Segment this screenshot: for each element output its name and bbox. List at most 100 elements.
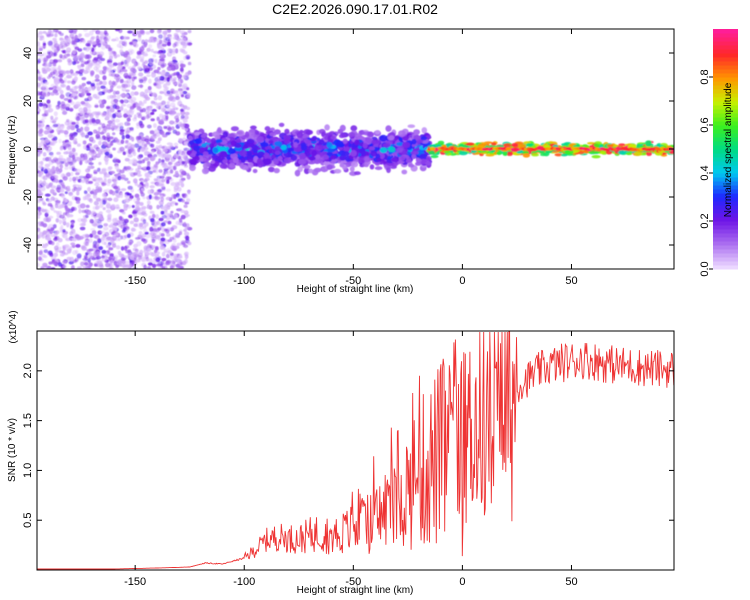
spectrogram-cell-3622 — [308, 168, 314, 174]
spectrogram-cell-2291 — [120, 257, 126, 261]
spectrogram-cell-1859 — [144, 43, 148, 48]
spectrogram-cell-889 — [40, 266, 45, 269]
spectrogram-cell-2207 — [175, 259, 181, 263]
spectrogram-cell-1754 — [82, 257, 88, 262]
colorbar-cell-7 — [713, 237, 738, 242]
spectrogram-cell-359 — [145, 31, 151, 35]
spectrogram-cell-2300 — [96, 243, 100, 248]
spectrogram-cell-351 — [147, 86, 152, 91]
spectrogram-cell-1035 — [90, 70, 95, 76]
spectrogram-cell-2170 — [70, 206, 75, 212]
spectrogram-cell-1974 — [130, 144, 136, 149]
spectrogram-cell-2065 — [66, 157, 71, 162]
spectrogram-cell-902 — [53, 118, 57, 122]
spectrogram-cell-3976 — [192, 155, 200, 162]
spectrogram-cell-1361 — [62, 50, 67, 54]
spectrogram-cell-1285 — [72, 132, 78, 135]
spectrogram-cell-2454 — [83, 254, 88, 259]
spectrogram-cell-2191 — [179, 90, 183, 95]
spectrogram-cell-804 — [37, 256, 43, 261]
spectrogram-cell-1863 — [150, 100, 156, 104]
spectrogram-cell-4046 — [364, 156, 370, 163]
spectrogram-cell-437 — [98, 140, 102, 146]
spectrogram-cell-1092 — [129, 262, 133, 267]
spectrogram-cell-1782 — [136, 106, 141, 111]
spectrogram-cell-2439 — [160, 196, 165, 202]
spectrogram-cell-2464 — [97, 91, 103, 97]
spectrogram-cell-1654 — [127, 185, 133, 190]
spectrogram-cell-2299 — [187, 241, 192, 246]
spectrogram-cell-4052 — [219, 150, 227, 156]
spectrogram-cell-1155 — [150, 118, 155, 122]
spectrogram-cell-4018 — [244, 131, 250, 138]
spectrogram-cell-2587 — [37, 85, 41, 89]
spectrogram-cell-1533 — [146, 47, 151, 52]
spectrogram-cell-2408 — [125, 89, 130, 93]
spectrogram-cell-1908 — [121, 103, 127, 107]
spectrogram-cell-2490 — [174, 115, 180, 120]
spectrogram-cell-4059 — [405, 158, 412, 163]
spectrogram-cell-999 — [59, 164, 64, 169]
spectrogram-cell-1037 — [173, 142, 179, 147]
spectrogram-cell-2469 — [181, 84, 186, 90]
spectrogram-cell-1904 — [144, 89, 149, 94]
spectrogram-cell-2485 — [71, 49, 77, 55]
spectrogram-cell-1604 — [148, 90, 152, 94]
spectrogram-cell-3970 — [263, 152, 270, 158]
spectrogram-cell-3827 — [326, 152, 334, 156]
spectrogram-cell-2134 — [81, 245, 87, 251]
spectrogram-cell-1764 — [50, 92, 55, 96]
spectrogram-cell-3814 — [330, 155, 337, 160]
spectrogram-cell-2567 — [179, 123, 186, 128]
spectrogram-cell-2499 — [64, 161, 70, 166]
spectrogram-cell-2138 — [80, 63, 85, 68]
spectrogram-cell-4550 — [600, 151, 606, 155]
spectrogram-cell-1527 — [169, 255, 174, 260]
spectrogram-cell-1298 — [141, 39, 146, 45]
spectrogram-cell-534 — [99, 203, 104, 208]
spectrogram-cell-1574 — [71, 164, 76, 169]
spectrogram-cell-2125 — [102, 75, 107, 81]
colorbar-axis: 0.00.20.40.60.8 — [699, 69, 713, 277]
spectrogram-cell-3966 — [308, 156, 316, 161]
spectrogram-cell-4065 — [273, 168, 280, 174]
spectrogram-cell-2466 — [130, 110, 134, 116]
spectrogram-cell-1147 — [75, 90, 79, 94]
spectrogram-cell-1248 — [144, 181, 149, 186]
spectrogram-cell-486 — [62, 110, 68, 115]
spectrogram-cell-1858 — [97, 177, 103, 181]
spectrogram-cell-1777 — [69, 222, 75, 226]
spectrogram-cell-2417 — [64, 246, 70, 252]
spectrogram-cell-1605 — [175, 220, 180, 226]
spectrogram-cell-2289 — [152, 54, 157, 58]
spectrogram-cell-1702 — [124, 50, 129, 55]
spectrogram-cell-2445 — [157, 188, 163, 193]
spectrogram-cell-1283 — [150, 112, 154, 115]
spectrogram-cell-1190 — [53, 210, 57, 213]
spectrogram-cell-2575 — [105, 173, 111, 178]
spectrogram-cell-3899 — [210, 160, 215, 164]
spectrogram-cell-2223 — [149, 29, 155, 34]
spectrogram-cell-3286 — [408, 163, 415, 168]
spectrogram-cell-255 — [59, 89, 64, 95]
spectrogram-cell-598 — [44, 193, 51, 197]
spectrogram-cell-1739 — [161, 178, 166, 183]
spectrogram-cell-1865 — [89, 136, 95, 141]
spectrogram-cell-3737 — [379, 134, 388, 142]
spectrogram-cell-1707 — [123, 53, 128, 58]
spectrogram-cell-1868 — [179, 169, 185, 174]
spectrogram-cell-4085 — [293, 141, 298, 148]
spectrogram-cell-1585 — [183, 123, 190, 129]
spectrogram-cell-1212 — [183, 210, 189, 215]
spectrogram-cell-3912 — [277, 155, 283, 162]
spectrogram-cell-1580 — [79, 160, 83, 166]
spectrogram-cell-3862 — [188, 135, 193, 142]
spectrogram-cell-1983 — [37, 111, 40, 115]
spectrogram-cell-1990 — [166, 176, 172, 180]
colorbar-cell-55 — [713, 45, 738, 50]
spectrogram-cell-1185 — [44, 163, 51, 168]
spectrogram-cell-1162 — [180, 214, 186, 220]
spectrogram-cell-513 — [146, 200, 151, 206]
spectrogram-cell-1857 — [137, 184, 143, 188]
spectrogram-cell-327 — [37, 234, 40, 240]
